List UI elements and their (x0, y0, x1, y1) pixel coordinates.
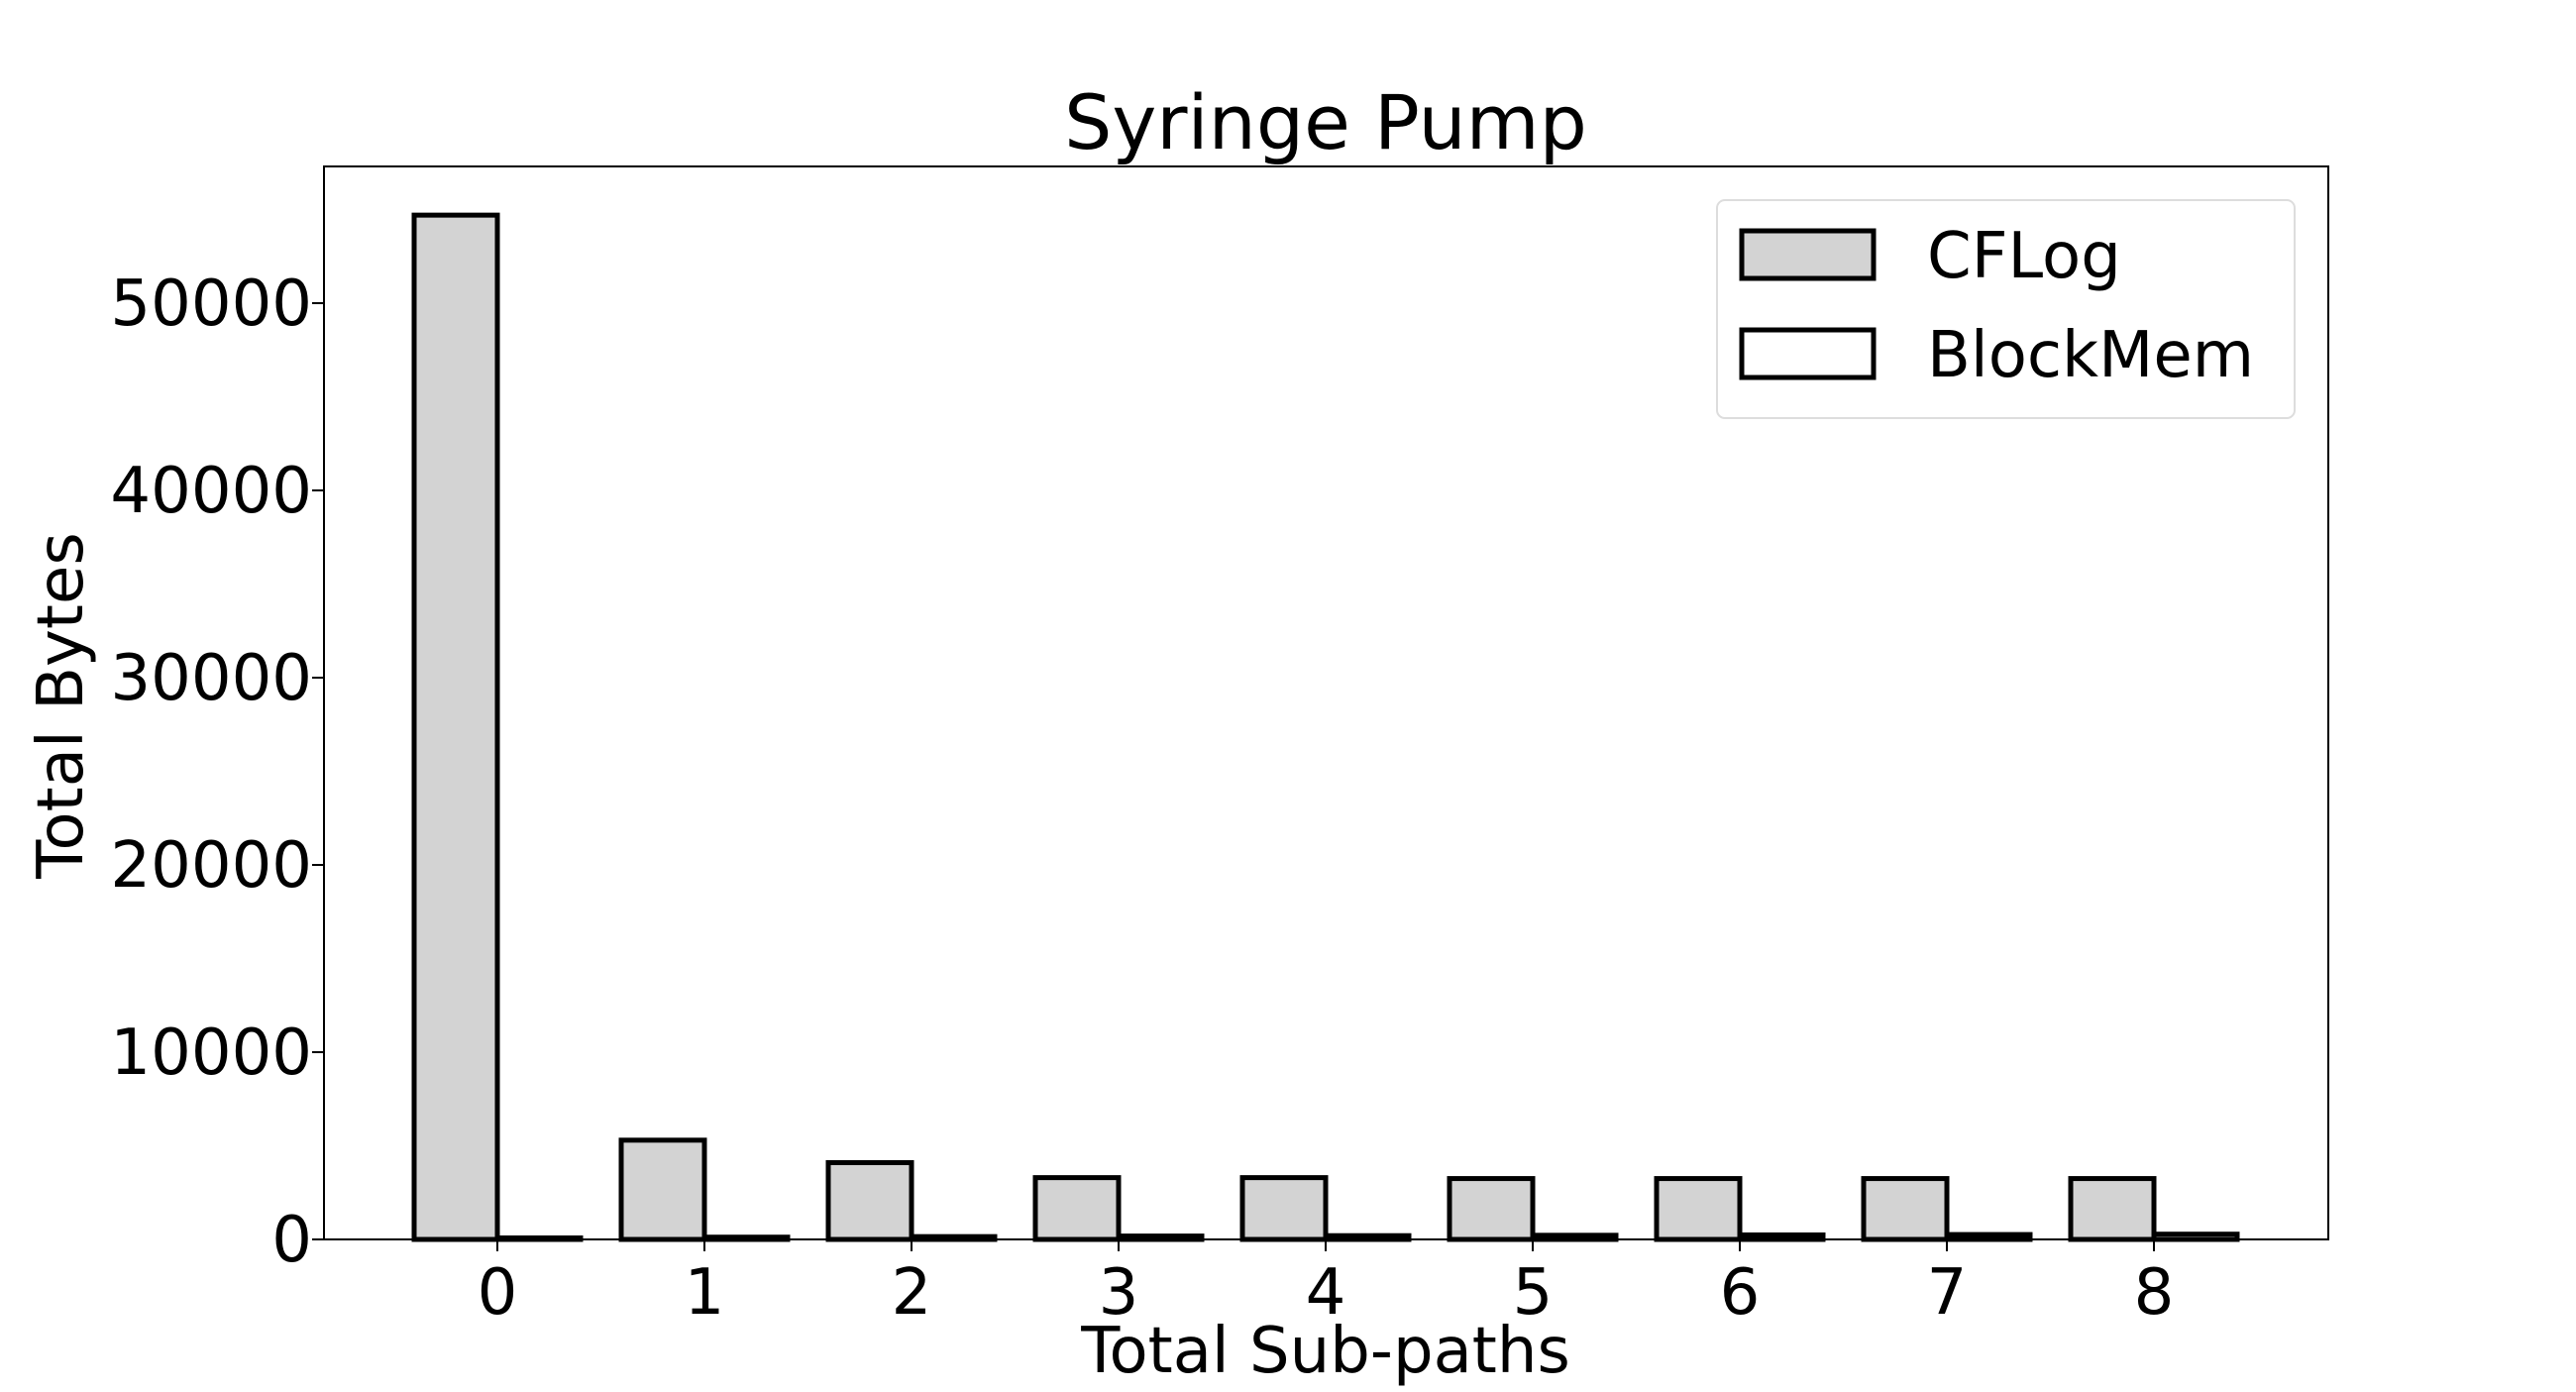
x-axis-label: Total Sub-paths (1080, 1315, 1570, 1387)
legend: CFLog BlockMem (1716, 199, 2296, 419)
legend-label-cflog: CFLog (1927, 220, 2121, 293)
y-tick-label-50000: 50000 (110, 268, 312, 341)
y-axis-label: Total Bytes (25, 532, 98, 879)
bar-blockmem-3 (1116, 1233, 1205, 1242)
legend-swatch-blockmem (1739, 327, 1877, 380)
bar-blockmem-6 (1737, 1231, 1826, 1242)
x-tick-label-2: 2 (892, 1256, 932, 1330)
bar-cflog-2 (825, 1160, 914, 1242)
legend-swatch-cflog (1739, 228, 1877, 281)
y-tick-label-0: 0 (271, 1204, 312, 1277)
bar-blockmem-1 (701, 1234, 791, 1242)
x-tick-label-0: 0 (478, 1256, 518, 1330)
bar-blockmem-7 (1944, 1231, 2033, 1242)
chart-title: Syringe Pump (1064, 78, 1587, 166)
x-axis: 0 1 2 3 4 5 6 7 8 (478, 1239, 2175, 1330)
bar-blockmem-8 (2151, 1231, 2240, 1242)
bar-cflog-1 (618, 1137, 707, 1242)
legend-label-blockmem: BlockMem (1927, 319, 2254, 392)
bar-blockmem-2 (909, 1233, 998, 1242)
x-tick-label-4: 4 (1306, 1256, 1346, 1330)
bar-cflog-6 (1654, 1176, 1743, 1242)
x-tick-label-1: 1 (685, 1256, 725, 1330)
y-tick-label-40000: 40000 (110, 455, 312, 528)
x-tick-label-6: 6 (1720, 1256, 1761, 1330)
x-tick-label-5: 5 (1513, 1256, 1554, 1330)
x-tick-label-8: 8 (2134, 1256, 2175, 1330)
bar-cflog-7 (1861, 1176, 1950, 1242)
y-tick-label-20000: 20000 (110, 829, 312, 903)
x-tick-label-7: 7 (1927, 1256, 1968, 1330)
y-tick-label-10000: 10000 (110, 1017, 312, 1090)
bar-blockmem-5 (1530, 1232, 1619, 1242)
y-axis: 0 10000 20000 30000 40000 50000 (110, 268, 324, 1277)
bar-blockmem-4 (1323, 1232, 1412, 1242)
bars-layer (411, 212, 2240, 1242)
bar-cflog-4 (1239, 1175, 1329, 1242)
bar-cflog-8 (2068, 1176, 2157, 1242)
bar-cflog-3 (1032, 1175, 1122, 1242)
bar-cflog-0 (411, 212, 500, 1242)
bar-cflog-5 (1447, 1176, 1536, 1242)
y-tick-label-30000: 30000 (110, 642, 312, 715)
x-tick-label-3: 3 (1099, 1256, 1139, 1330)
bar-blockmem-0 (494, 1234, 584, 1242)
